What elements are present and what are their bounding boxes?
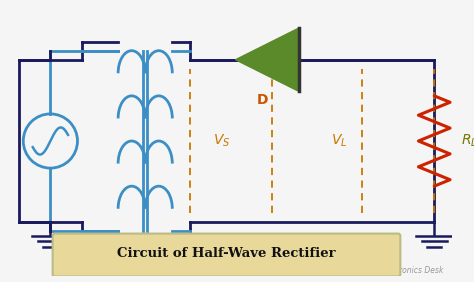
Text: D: D [257, 93, 268, 107]
Polygon shape [236, 28, 299, 91]
Text: Circuit of Half-Wave Rectifier: Circuit of Half-Wave Rectifier [117, 247, 336, 260]
Text: $V_L$: $V_L$ [331, 133, 347, 149]
Text: Electronics Desk: Electronics Desk [380, 266, 443, 275]
Text: $R_L$: $R_L$ [461, 133, 474, 149]
Text: $V_S$: $V_S$ [213, 133, 231, 149]
FancyBboxPatch shape [53, 233, 401, 276]
